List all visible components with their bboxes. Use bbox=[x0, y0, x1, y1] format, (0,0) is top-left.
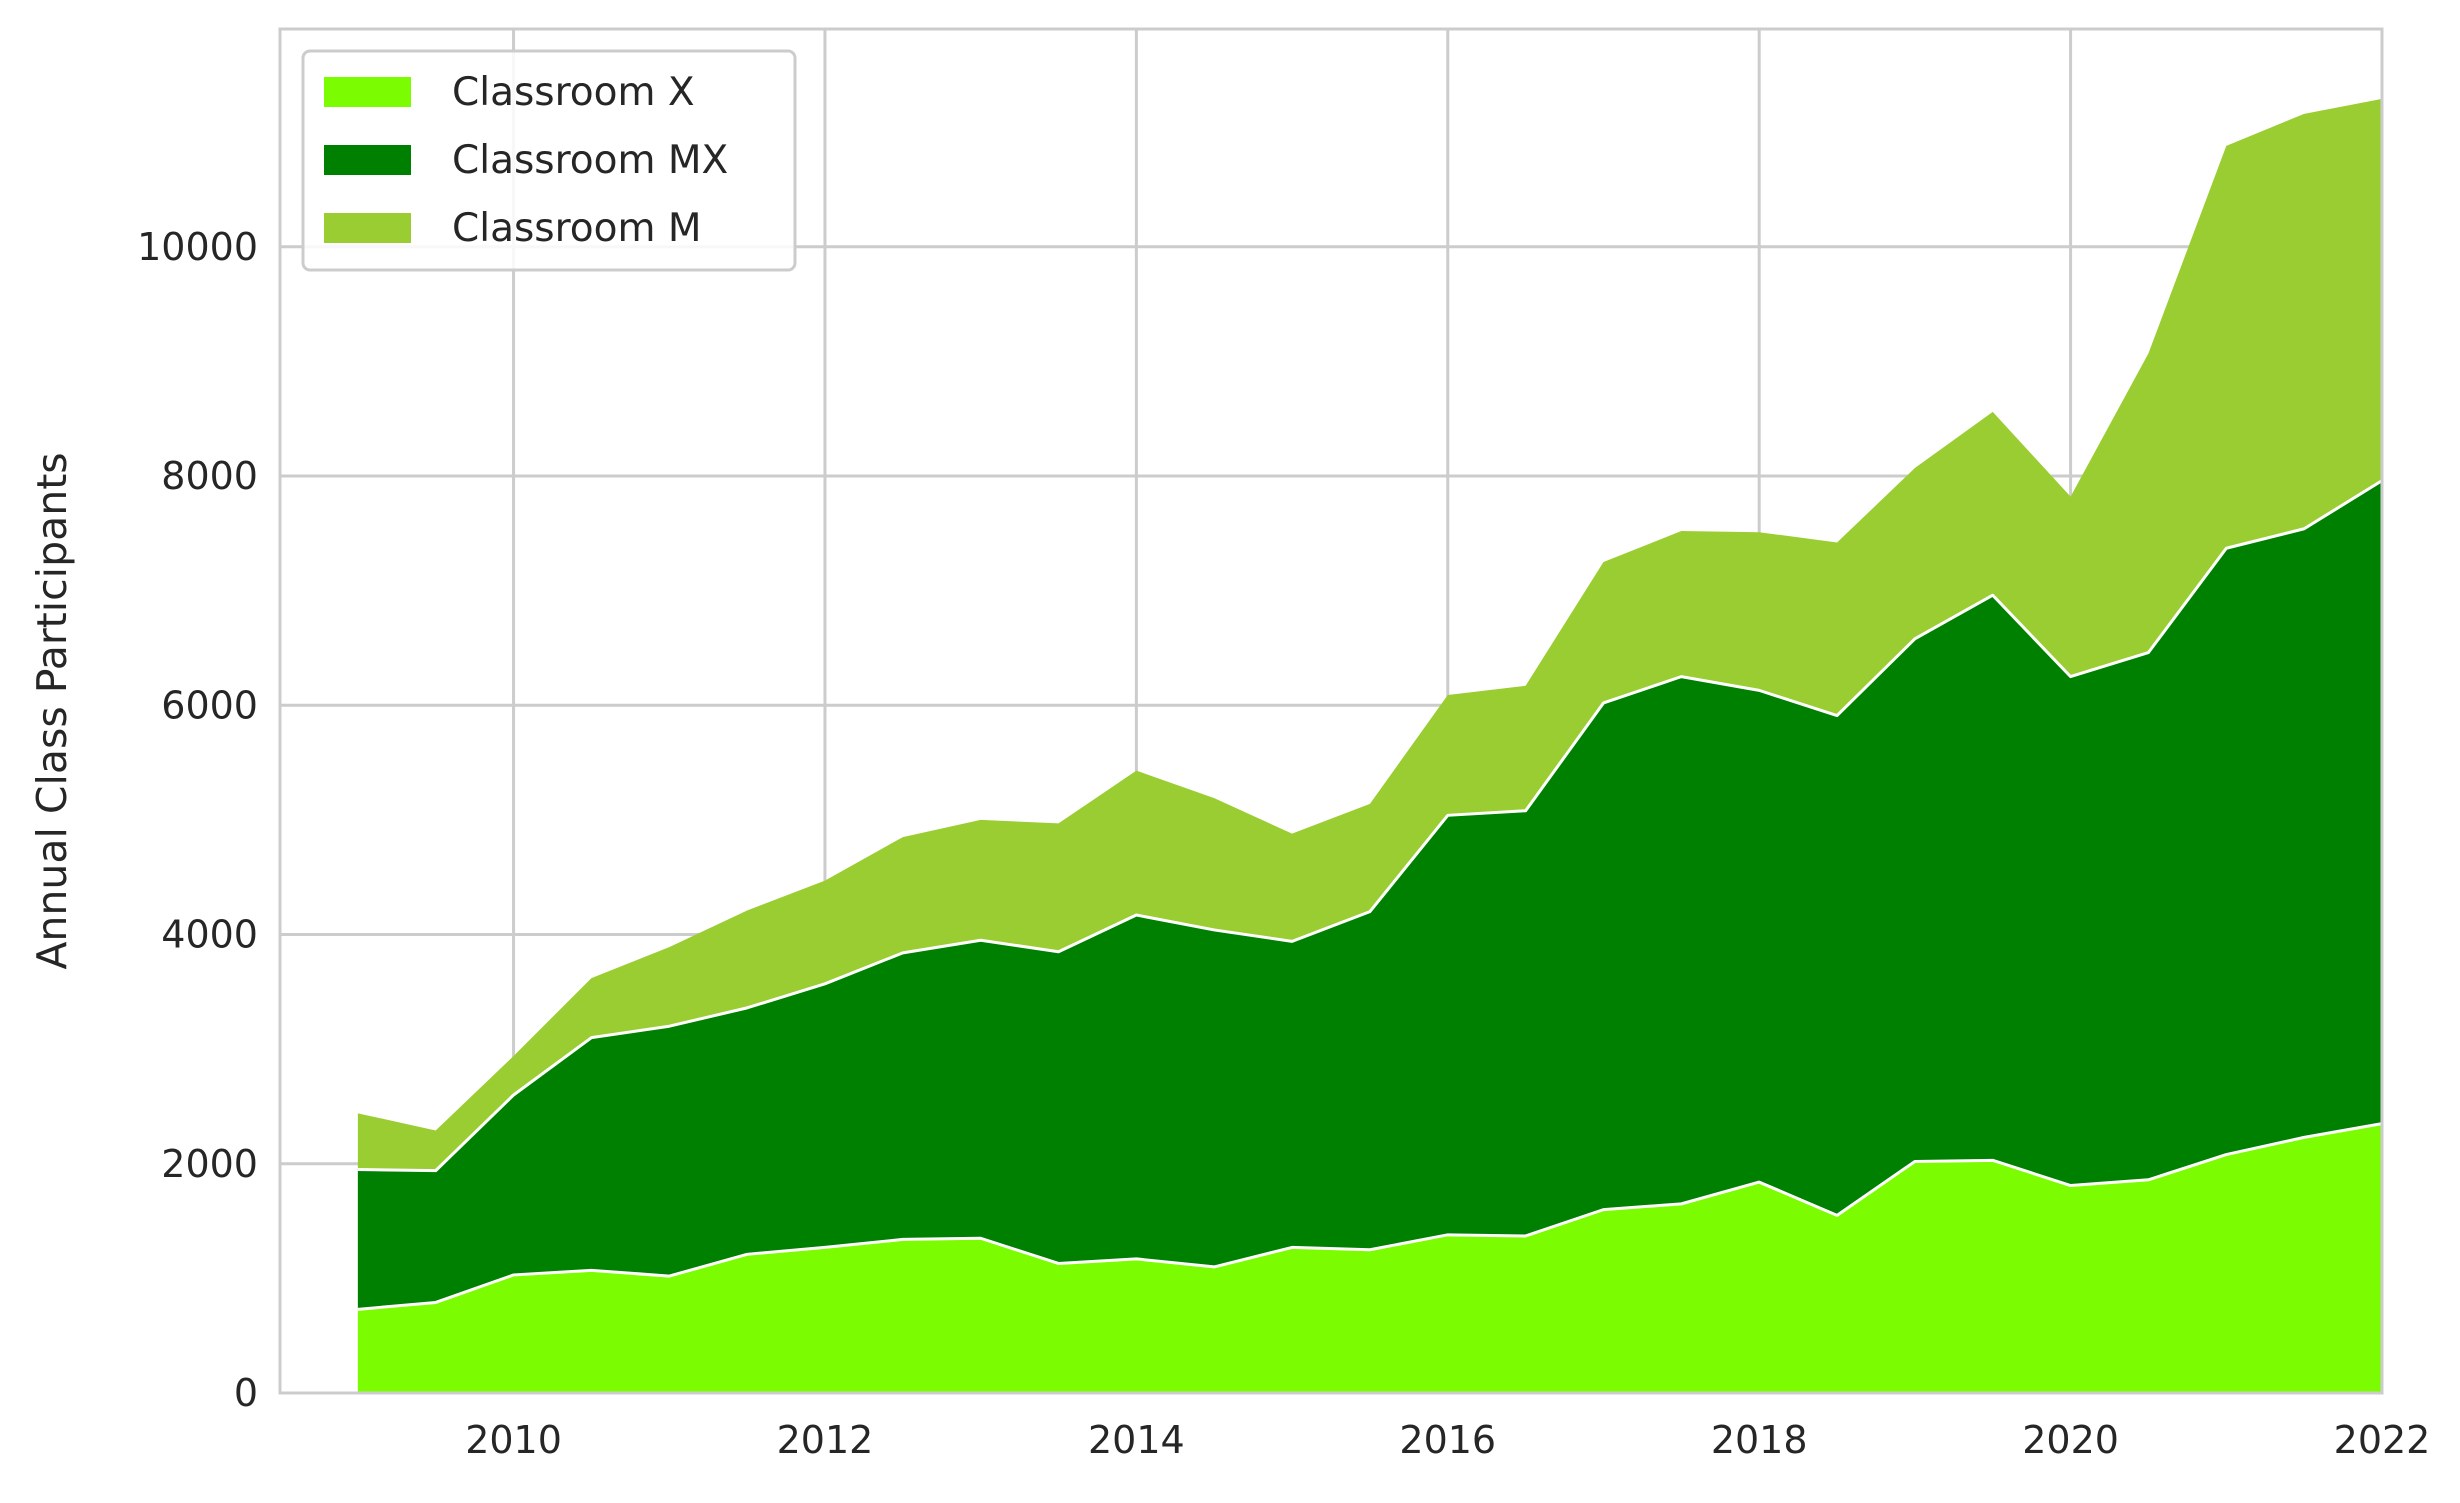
legend-label: Classroom M bbox=[452, 206, 702, 251]
x-tick-label: 2010 bbox=[465, 1418, 562, 1462]
legend-swatch bbox=[324, 77, 411, 107]
legend-label: Classroom X bbox=[452, 70, 695, 115]
legend-swatch bbox=[324, 213, 411, 243]
x-tick-label: 2018 bbox=[1711, 1418, 1808, 1462]
y-tick-label: 10000 bbox=[137, 225, 258, 269]
y-axis-ticks: 0 2000 4000 6000 8000 10000 bbox=[137, 225, 258, 1415]
plot-frame bbox=[278, 27, 2384, 1395]
series-boundaries bbox=[357, 479, 2383, 1311]
area-series-2 bbox=[357, 480, 2383, 1310]
legend: Classroom X Classroom MX Classroom M bbox=[301, 49, 797, 272]
series-boundary-line bbox=[357, 1122, 2383, 1311]
x-axis-ticks: 2010 2012 2014 2016 2018 2020 2022 bbox=[465, 1418, 2430, 1462]
x-tick-label: 2016 bbox=[1399, 1418, 1496, 1462]
y-axis-label: Annual Class Participants bbox=[28, 452, 76, 969]
area-series bbox=[357, 98, 2383, 1393]
x-tick-label: 2014 bbox=[1088, 1418, 1185, 1462]
legend-label: Classroom MX bbox=[452, 138, 728, 183]
x-tick-label: 2012 bbox=[777, 1418, 874, 1462]
area-series-1 bbox=[357, 1123, 2383, 1393]
y-tick-label: 0 bbox=[234, 1371, 258, 1415]
y-tick-label: 8000 bbox=[161, 454, 258, 498]
series-boundary-line bbox=[357, 479, 2383, 1173]
x-tick-label: 2020 bbox=[2022, 1418, 2119, 1462]
x-tick-label: 2022 bbox=[2334, 1418, 2431, 1462]
y-tick-label: 2000 bbox=[161, 1142, 258, 1186]
area-series-3 bbox=[357, 98, 2383, 1171]
y-tick-label: 6000 bbox=[161, 683, 258, 727]
legend-swatch bbox=[324, 145, 411, 175]
legend-frame bbox=[301, 49, 797, 272]
y-tick-label: 4000 bbox=[161, 913, 258, 957]
